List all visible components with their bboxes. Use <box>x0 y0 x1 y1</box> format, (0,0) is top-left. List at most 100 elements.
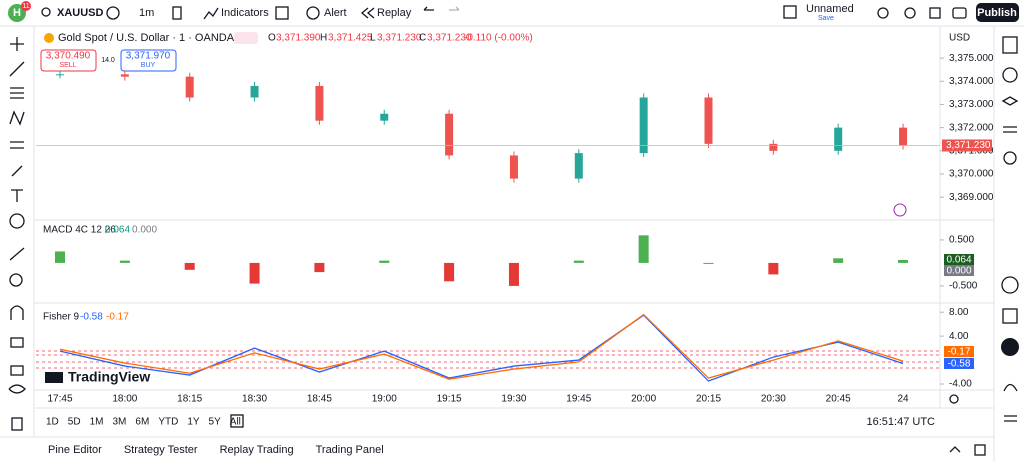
candle-body <box>834 127 843 151</box>
interval[interactable]: 1m <box>139 7 154 19</box>
date-range-icon[interactable] <box>230 414 244 428</box>
symbol[interactable]: XAUUSD <box>57 7 104 19</box>
settings[interactable] <box>904 7 916 19</box>
candle-body <box>120 74 129 77</box>
bottom-tab[interactable]: Strategy Tester <box>124 444 198 456</box>
histogram-bar <box>703 262 714 264</box>
fullscreen[interactable] <box>929 7 941 19</box>
x-tick-label: 19:00 <box>372 394 397 405</box>
event-marker[interactable] <box>893 203 907 217</box>
range-button[interactable]: 1Y <box>187 417 200 428</box>
macd-title: MACD 4C 12 26 <box>43 225 116 236</box>
alert[interactable]: Alert <box>324 7 347 19</box>
ohlc-label: L <box>370 33 376 44</box>
macd-price-label <box>944 254 974 265</box>
range-button[interactable]: All <box>230 417 241 428</box>
range-button[interactable]: 6M <box>135 417 149 428</box>
ohlc-value: 3,371.390 <box>276 33 321 44</box>
fisher-price-text: -0.58 <box>948 359 971 370</box>
x-tick-label: 19:45 <box>566 394 591 405</box>
buy-price: 3,371.970 <box>126 51 171 62</box>
range-button[interactable]: 1M <box>90 417 104 428</box>
histogram-bar <box>573 260 584 263</box>
histogram-bar <box>508 262 519 286</box>
publish: Publish <box>977 7 1017 19</box>
layouts-icon[interactable] <box>275 6 289 20</box>
candle-body <box>899 127 908 146</box>
replay[interactable]: Replay <box>377 7 412 19</box>
avatar[interactable] <box>8 4 26 22</box>
x-tick-label: 18:00 <box>112 394 137 405</box>
publish-button[interactable] <box>976 3 1019 22</box>
currency: USD <box>949 33 970 44</box>
avatar-letter: H <box>13 7 21 19</box>
sell-button[interactable] <box>40 49 97 72</box>
macd-value: 0.064 <box>105 225 130 236</box>
x-tick-label: 19:15 <box>437 394 462 405</box>
macd-price-label <box>944 265 974 276</box>
histogram-bar <box>638 235 649 263</box>
bottom-tab[interactable]: Pine Editor <box>48 444 102 456</box>
fisher-value: -0.17 <box>106 312 129 323</box>
candle-body <box>56 74 64 76</box>
chart-type-icon[interactable] <box>172 6 182 20</box>
save[interactable]: Save <box>818 15 834 22</box>
candle-body <box>639 97 648 154</box>
sell-price: 3,370.490 <box>46 51 91 62</box>
snapshot[interactable] <box>952 7 967 19</box>
clock: 16:51:47 UTC <box>867 416 936 428</box>
add-symbol[interactable] <box>106 6 120 20</box>
sidebar-icons[interactable] <box>1001 36 1019 422</box>
candle-body <box>704 97 713 144</box>
range-button[interactable]: YTD <box>158 417 178 428</box>
redo[interactable] <box>449 6 460 11</box>
bottom-tab[interactable]: Replay Trading <box>220 444 294 456</box>
range-button[interactable]: 5Y <box>209 417 222 428</box>
fisher-line <box>59 313 904 380</box>
search-icon[interactable] <box>41 7 51 17</box>
y-tick-label: 3,373.000 <box>949 99 994 110</box>
alert-icon <box>306 6 320 20</box>
y-tick-label: 3,375.000 <box>949 53 994 64</box>
fisher-value: -0.58 <box>80 312 103 323</box>
sell-label: SELL <box>59 62 76 69</box>
fisher-price-text: -0.17 <box>948 347 971 358</box>
menu-button[interactable] <box>1001 338 1019 356</box>
maximize[interactable] <box>974 444 986 456</box>
legend-button[interactable] <box>234 32 258 44</box>
logo <box>45 372 63 383</box>
range-button[interactable]: 3M <box>113 417 127 428</box>
y-tick-label: 8.00 <box>949 307 969 318</box>
y-tick-label: -4.00 <box>949 379 972 390</box>
collapse[interactable] <box>949 446 961 453</box>
histogram-bar <box>768 262 779 275</box>
indicators[interactable]: Indicators <box>221 7 269 19</box>
replay-icon <box>360 7 375 19</box>
bottom-tab[interactable]: Trading Panel <box>316 444 384 456</box>
ohlc-change: -0.110 (-0.00%) <box>464 33 533 44</box>
x-tick-label: 18:45 <box>307 394 332 405</box>
fisher-title: Fisher 9 <box>43 312 80 323</box>
axis-settings[interactable] <box>949 394 959 404</box>
ohlc-value: 3,371.425 <box>328 33 373 44</box>
histogram-bar <box>119 260 130 263</box>
range-button[interactable]: 5D <box>68 417 81 428</box>
y-tick-label: 4.00 <box>949 331 969 342</box>
undo[interactable] <box>423 6 434 11</box>
candle-body <box>250 85 259 98</box>
candle-body <box>315 85 324 121</box>
x-tick-label: 20:45 <box>826 394 851 405</box>
layout-checkbox[interactable] <box>783 5 797 19</box>
x-tick-label: 20:30 <box>761 394 786 405</box>
range-button[interactable]: 1D <box>46 417 59 428</box>
drawing-tools[interactable] <box>8 37 26 431</box>
x-tick-label: 17:45 <box>47 394 72 405</box>
quick-search[interactable] <box>877 7 889 19</box>
candle-body <box>769 143 778 151</box>
buy-button[interactable] <box>120 49 177 72</box>
layout-name[interactable]: Unnamed <box>806 3 854 15</box>
ohlc-value: 3,371.230 <box>427 33 472 44</box>
histogram-bar <box>184 262 195 270</box>
ohlc-label: O <box>268 33 276 44</box>
ohlc-label: H <box>320 33 327 44</box>
